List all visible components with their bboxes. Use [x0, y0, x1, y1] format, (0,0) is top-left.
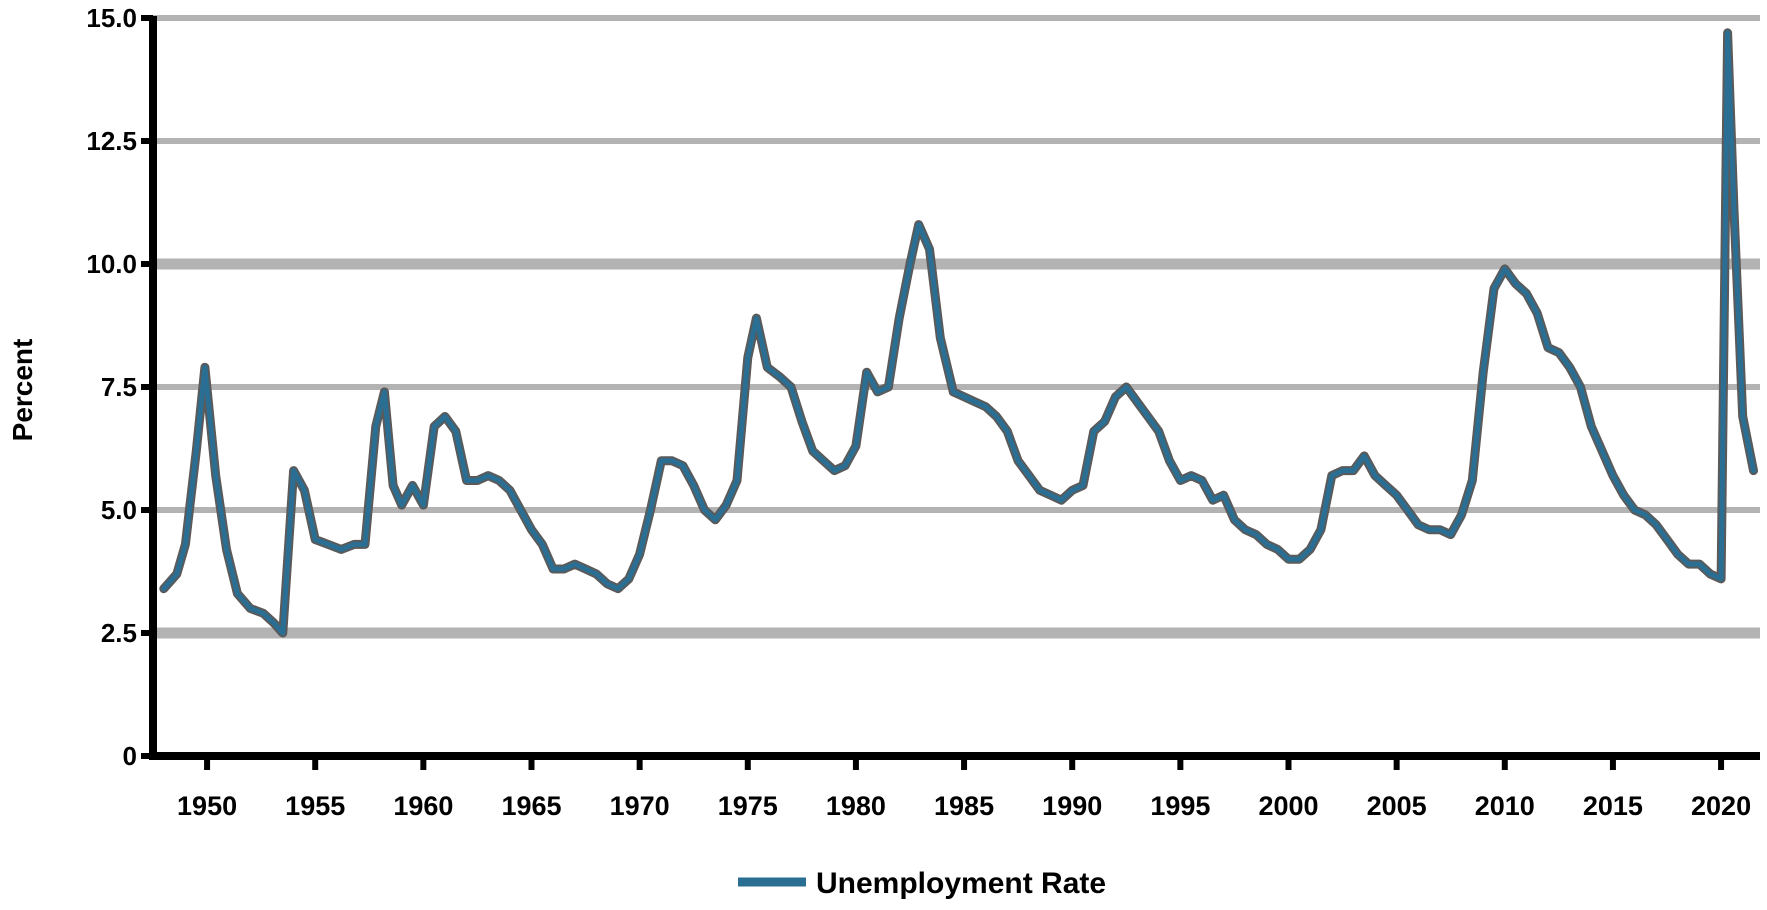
x-axis-ticks: 1950 1955 1960 1965 1970 1975 1980 1985 1990 1995… [177, 756, 1751, 821]
x-tick-label: 2020 [1691, 791, 1751, 821]
legend: Unemployment Rate [738, 867, 1106, 900]
x-tick-label: 2000 [1258, 791, 1318, 821]
y-tick-label: 7.5 [101, 372, 137, 402]
x-tick-label: 1970 [610, 791, 670, 821]
x-tick-label: 1975 [718, 791, 778, 821]
y-tick-label: 10.0 [86, 249, 137, 279]
legend-label: Unemployment Rate [816, 867, 1106, 900]
x-tick-label: 1990 [1042, 791, 1102, 821]
y-tick-label: 0 [123, 741, 137, 771]
x-tick-label: 1950 [177, 791, 237, 821]
series-group [159, 28, 1758, 638]
y-tick-label: 12.5 [86, 126, 137, 156]
y-tick-label: 15.0 [86, 3, 137, 33]
x-tick-label: 1955 [285, 791, 345, 821]
series-line-outline [159, 28, 1758, 638]
x-tick-label: 1985 [934, 791, 994, 821]
x-tick-label: 2005 [1367, 791, 1427, 821]
x-tick-label: 2010 [1475, 791, 1535, 821]
y-axis-ticks: 0 2.5 5.0 7.5 10.0 12.5 15.0 [86, 3, 153, 771]
series-line-unemployment-rate [161, 30, 1756, 636]
y-axis-label: Percent [7, 339, 38, 442]
x-tick-label: 1960 [393, 791, 453, 821]
y-tick-label: 5.0 [101, 495, 137, 525]
y-tick-label: 2.5 [101, 618, 137, 648]
grid-lines [153, 15, 1760, 639]
x-tick-label: 2015 [1583, 791, 1643, 821]
x-tick-label: 1995 [1150, 791, 1210, 821]
x-tick-label: 1980 [826, 791, 886, 821]
x-tick-label: 1965 [501, 791, 561, 821]
